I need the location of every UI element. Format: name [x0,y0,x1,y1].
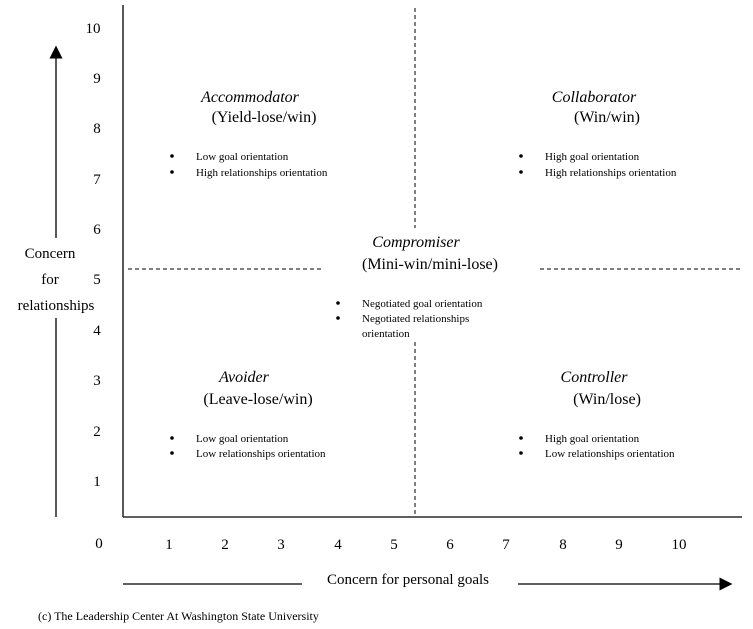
collaborator-bullet-1: High goal orientation [545,151,640,163]
compromiser-subtitle: (Mini-win/mini-lose) [362,256,498,273]
y-tick-3: 3 [93,373,101,389]
y-tick-5: 5 [93,272,101,288]
y-tick-6: 6 [93,222,101,238]
accommodator-title: Accommodator [200,89,300,106]
x-axis-label: Concern for personal goals [327,572,489,588]
compromiser-bullet-1: Negotiated goal orientation [362,298,483,310]
y-axis-label-line-1: Concern [25,246,76,262]
collaborator-title: Collaborator [552,89,637,106]
bullet-dot [170,154,174,158]
compromiser-title: Compromiser [372,234,460,251]
y-tick-8: 8 [93,121,101,137]
y-tick-1: 1 [93,474,101,490]
avoider-title: Avoider [218,369,270,386]
x-tick-5: 5 [390,537,398,553]
x-tick-3: 3 [277,537,285,553]
y-tick-2: 2 [93,424,101,440]
x-tick-9: 9 [615,537,623,553]
y-axis-label-mask [10,238,105,318]
controller-subtitle: (Win/lose) [573,391,641,408]
bullet-dot [170,451,174,455]
accommodator-quadrant: Accommodator (Yield-lose/win) Low goal o… [170,89,328,179]
x-tick-4: 4 [334,537,342,553]
controller-title: Controller [561,369,629,386]
y-tick-9: 9 [93,71,101,87]
compromiser-bullet-2-continued: orientation [362,328,410,340]
y-tick-10: 10 [86,21,101,37]
bullet-dot [170,436,174,440]
x-tick-8: 8 [559,537,567,553]
bullet-dot [170,170,174,174]
compromiser-quadrant: Compromiser (Mini-win/mini-lose) Negotia… [336,234,498,340]
origin-label: 0 [95,536,103,552]
bullet-dot [336,316,340,320]
controller-bullet-2: Low relationships orientation [545,448,675,460]
y-tick-4: 4 [93,323,101,339]
x-tick-1: 1 [165,537,173,553]
collaborator-quadrant: Collaborator (Win/win) High goal orienta… [519,89,677,179]
controller-bullet-1: High goal orientation [545,433,640,445]
bullet-dot [519,170,523,174]
y-axis-label-line-3: relationships [18,298,95,314]
bullet-dot [519,436,523,440]
avoider-subtitle: (Leave-lose/win) [203,391,312,408]
copyright-credit: (c) The Leadership Center At Washington … [38,609,319,623]
bullet-dot [519,451,523,455]
accommodator-bullet-2: High relationships orientation [196,167,328,179]
collaborator-bullet-2: High relationships orientation [545,167,677,179]
accommodator-subtitle: (Yield-lose/win) [212,109,317,126]
compromiser-bullet-2: Negotiated relationships [362,313,469,325]
x-tick-10: 10 [672,537,687,553]
x-tick-6: 6 [446,537,454,553]
avoider-quadrant: Avoider (Leave-lose/win) Low goal orient… [170,369,326,460]
collaborator-subtitle: (Win/win) [574,109,640,126]
x-tick-2: 2 [221,537,229,553]
accommodator-bullet-1: Low goal orientation [196,151,289,163]
avoider-bullet-1: Low goal orientation [196,433,289,445]
controller-quadrant: Controller (Win/lose) High goal orientat… [519,369,675,460]
bullet-dot [519,154,523,158]
avoider-bullet-2: Low relationships orientation [196,448,326,460]
bullet-dot [336,301,340,305]
y-tick-7: 7 [93,172,101,188]
y-axis-label-line-2: for [41,272,59,288]
x-tick-7: 7 [502,537,510,553]
